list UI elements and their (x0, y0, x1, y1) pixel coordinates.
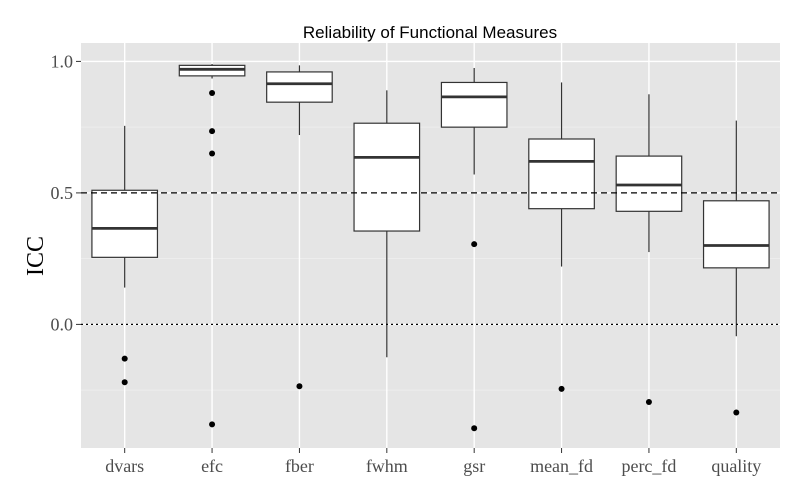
box-fwhm (353, 90, 421, 358)
chart-title: Reliability of Functional Measures (303, 23, 557, 42)
x-tick-label: fwhm (366, 456, 408, 476)
box-mean_fd (528, 82, 595, 392)
box-iqr (266, 71, 333, 103)
y-axis-title: ICC (23, 236, 49, 276)
outlier-point (121, 379, 128, 386)
x-tick-label: gsr (463, 456, 485, 476)
x-tick-label: mean_fd (530, 456, 593, 476)
outlier-point (733, 409, 740, 416)
box-quality (702, 120, 770, 416)
y-tick-label: 0.5 (51, 183, 74, 203)
x-tick-label: efc (201, 456, 223, 476)
box-efc (178, 64, 246, 428)
y-tick-labels: 0.0 0.5 1.0 (51, 51, 81, 334)
box-iqr (528, 138, 595, 210)
box-gsr (440, 67, 508, 432)
reference-lines (81, 192, 780, 326)
y-tick-label: 0.0 (51, 314, 74, 334)
box-iqr (353, 122, 421, 232)
box-perc_fd (615, 94, 683, 405)
outlier-point (645, 398, 652, 405)
box-fber (266, 65, 333, 390)
outlier-point (471, 425, 478, 432)
x-tick-labels: dvars efc fber fwhm gsr mean_fd perc_fd quality (105, 448, 761, 476)
outlier-point (209, 128, 216, 135)
x-tick-label: perc_fd (621, 456, 676, 476)
plot-panel (81, 43, 780, 448)
outlier-point (558, 385, 565, 392)
outlier-point (209, 89, 216, 96)
outlier-point (209, 421, 216, 428)
x-tick-label: dvars (105, 456, 144, 476)
x-tick-label: quality (711, 456, 761, 476)
outlier-point (296, 383, 303, 390)
outlier-point (209, 150, 216, 157)
box-iqr (702, 200, 770, 269)
box-iqr (440, 81, 508, 128)
box-iqr (91, 189, 159, 258)
box-dvars (91, 125, 159, 386)
x-tick-label: fber (285, 456, 314, 476)
outlier-point (471, 241, 478, 248)
boxes-layer (91, 64, 770, 432)
outlier-point (121, 355, 128, 362)
y-tick-label: 1.0 (51, 51, 74, 71)
